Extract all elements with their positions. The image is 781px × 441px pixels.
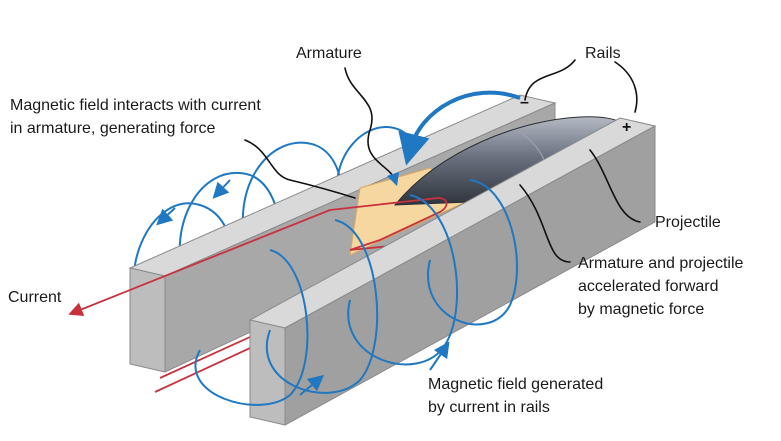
field-arrow: [429, 341, 450, 371]
front-rail: [248, 117, 657, 426]
force-arrow: [398, 90, 521, 166]
leader-lines: [244, 59, 641, 263]
armature-label: Armature: [296, 45, 362, 62]
rails-label: Rails: [585, 45, 621, 62]
front-rail-outer: [284, 125, 656, 426]
current-label: Current: [8, 289, 62, 306]
field-interacts-label-line2: in armature, generating force: [10, 120, 216, 137]
field-loop: [194, 249, 309, 406]
field-loop: [266, 219, 379, 394]
accelerated-label-line2: accelerated forward: [578, 278, 719, 295]
accelerated-label-line1: Armature and projectile: [578, 255, 744, 272]
plus-sign: +: [622, 119, 631, 136]
field-generated-label-line2: by current in rails: [428, 399, 550, 416]
accelerated-label-line3: by magnetic force: [578, 301, 704, 318]
field-arrow: [212, 179, 231, 199]
field-arrow: [299, 374, 325, 396]
field-interacts-label-line1: Magnetic field interacts with current: [10, 97, 261, 114]
minus-sign: –: [520, 94, 529, 111]
field-loops-front: [156, 179, 518, 406]
field-generated-label-line1: Magnetic field generated: [428, 376, 603, 393]
field-arrow: [156, 207, 176, 226]
field-loop: [427, 179, 518, 326]
projectile-label: Projectile: [655, 214, 721, 231]
